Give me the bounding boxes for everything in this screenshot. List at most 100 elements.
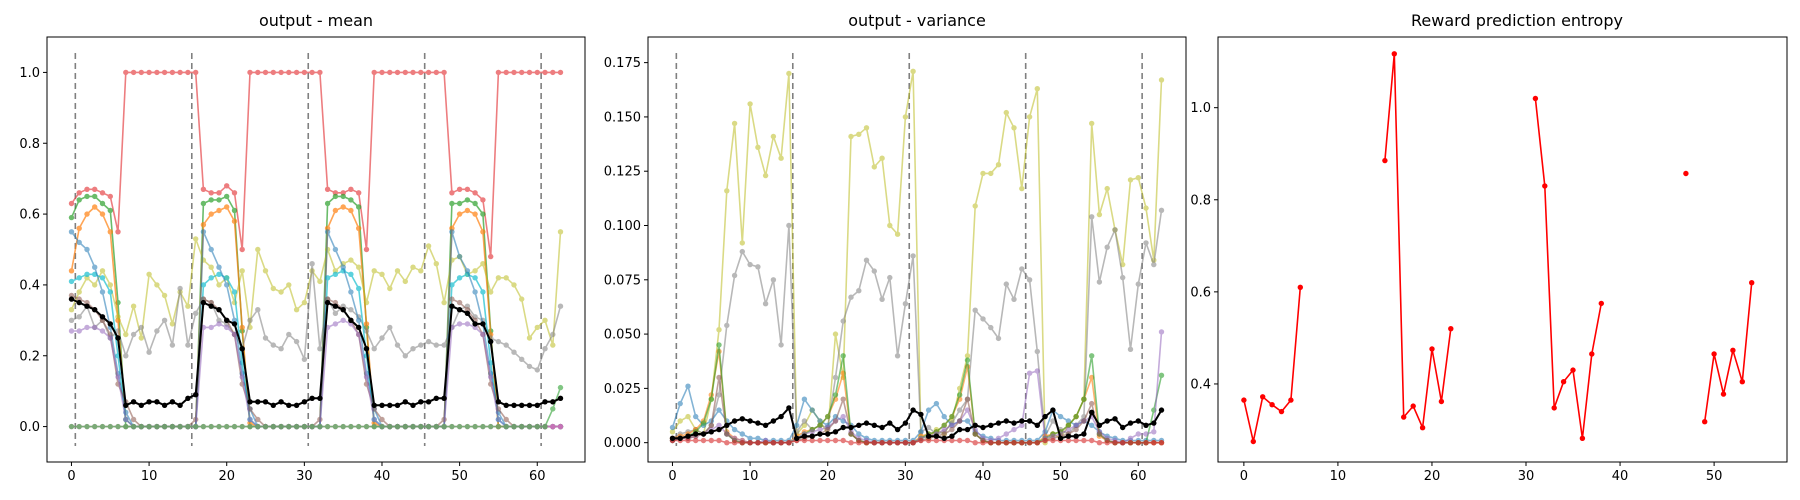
data-point — [348, 289, 353, 294]
data-point — [833, 438, 838, 443]
data-point — [92, 307, 97, 312]
data-point — [278, 70, 283, 75]
data-point — [1112, 440, 1117, 445]
y-tick-label: 0.2 — [19, 349, 40, 364]
data-point — [709, 397, 714, 402]
data-point — [841, 353, 846, 358]
data-point — [1151, 440, 1156, 445]
data-point — [810, 407, 815, 412]
data-point — [973, 423, 978, 428]
data-point — [980, 425, 985, 430]
data-point — [1683, 171, 1688, 176]
data-point — [449, 229, 454, 234]
data-point — [364, 321, 369, 326]
data-point — [108, 229, 113, 234]
data-point — [201, 201, 206, 206]
data-point — [286, 70, 291, 75]
data-point — [139, 335, 144, 340]
data-point — [480, 321, 485, 326]
data-point — [1298, 285, 1303, 290]
data-point — [856, 440, 861, 445]
data-point — [92, 187, 97, 192]
data-point — [418, 342, 423, 347]
data-point — [449, 190, 454, 195]
data-point — [1050, 407, 1055, 412]
data-point — [263, 424, 268, 429]
data-point — [232, 190, 237, 195]
data-point — [1159, 329, 1164, 334]
data-point — [263, 335, 268, 340]
data-point — [472, 268, 477, 273]
data-point — [170, 342, 175, 347]
x-tick-label: 0 — [1240, 469, 1248, 484]
data-point — [216, 197, 221, 202]
data-point — [209, 197, 214, 202]
data-point — [92, 204, 97, 209]
data-point — [841, 318, 846, 323]
x-tick-label: 10 — [141, 469, 158, 484]
data-point — [1143, 240, 1148, 245]
x-tick-label: 20 — [819, 469, 836, 484]
data-point — [170, 399, 175, 404]
x-tick-label: 10 — [742, 469, 759, 484]
data-point — [872, 164, 877, 169]
data-point — [146, 350, 151, 355]
data-point — [480, 332, 485, 337]
data-point — [317, 279, 322, 284]
data-point — [511, 403, 516, 408]
data-point — [100, 275, 105, 280]
data-point — [1382, 158, 1387, 163]
data-point — [988, 325, 993, 330]
data-point — [1542, 183, 1547, 188]
data-point — [1035, 349, 1040, 354]
data-point — [527, 335, 532, 340]
data-point — [84, 211, 89, 216]
data-point — [496, 275, 501, 280]
x-tick-label: 40 — [1612, 469, 1629, 484]
data-point — [1711, 351, 1716, 356]
data-point — [740, 249, 745, 254]
data-point — [457, 300, 462, 305]
data-point — [100, 201, 105, 206]
data-point — [1599, 301, 1604, 306]
data-point — [732, 273, 737, 278]
data-point — [131, 417, 136, 422]
data-point — [426, 424, 431, 429]
data-point — [996, 162, 1001, 167]
data-point — [379, 403, 384, 408]
data-point — [294, 339, 299, 344]
data-point — [325, 424, 330, 429]
data-point — [1411, 403, 1416, 408]
series-line — [673, 352, 1162, 443]
data-point — [848, 440, 853, 445]
data-point — [240, 346, 245, 351]
x-tick-label: 30 — [897, 469, 914, 484]
data-point — [162, 403, 167, 408]
data-point — [146, 70, 151, 75]
data-point — [333, 208, 338, 213]
data-point — [558, 304, 563, 309]
data-point — [449, 424, 454, 429]
data-point — [550, 70, 555, 75]
data-point — [957, 407, 962, 412]
data-point — [84, 187, 89, 192]
data-point — [146, 272, 151, 277]
data-point — [903, 440, 908, 445]
data-point — [879, 425, 884, 430]
data-point — [201, 424, 206, 429]
data-point — [771, 440, 776, 445]
data-point — [480, 211, 485, 216]
data-point — [542, 399, 547, 404]
data-point — [879, 156, 884, 161]
data-point — [325, 187, 330, 192]
data-point — [1097, 279, 1102, 284]
data-point — [278, 346, 283, 351]
data-point — [755, 264, 760, 269]
data-point — [403, 424, 408, 429]
data-point — [488, 289, 493, 294]
y-tick-label: 0.6 — [19, 208, 40, 223]
data-point — [1136, 175, 1141, 180]
data-point — [1580, 436, 1585, 441]
data-point — [193, 392, 198, 397]
data-point — [240, 247, 245, 252]
